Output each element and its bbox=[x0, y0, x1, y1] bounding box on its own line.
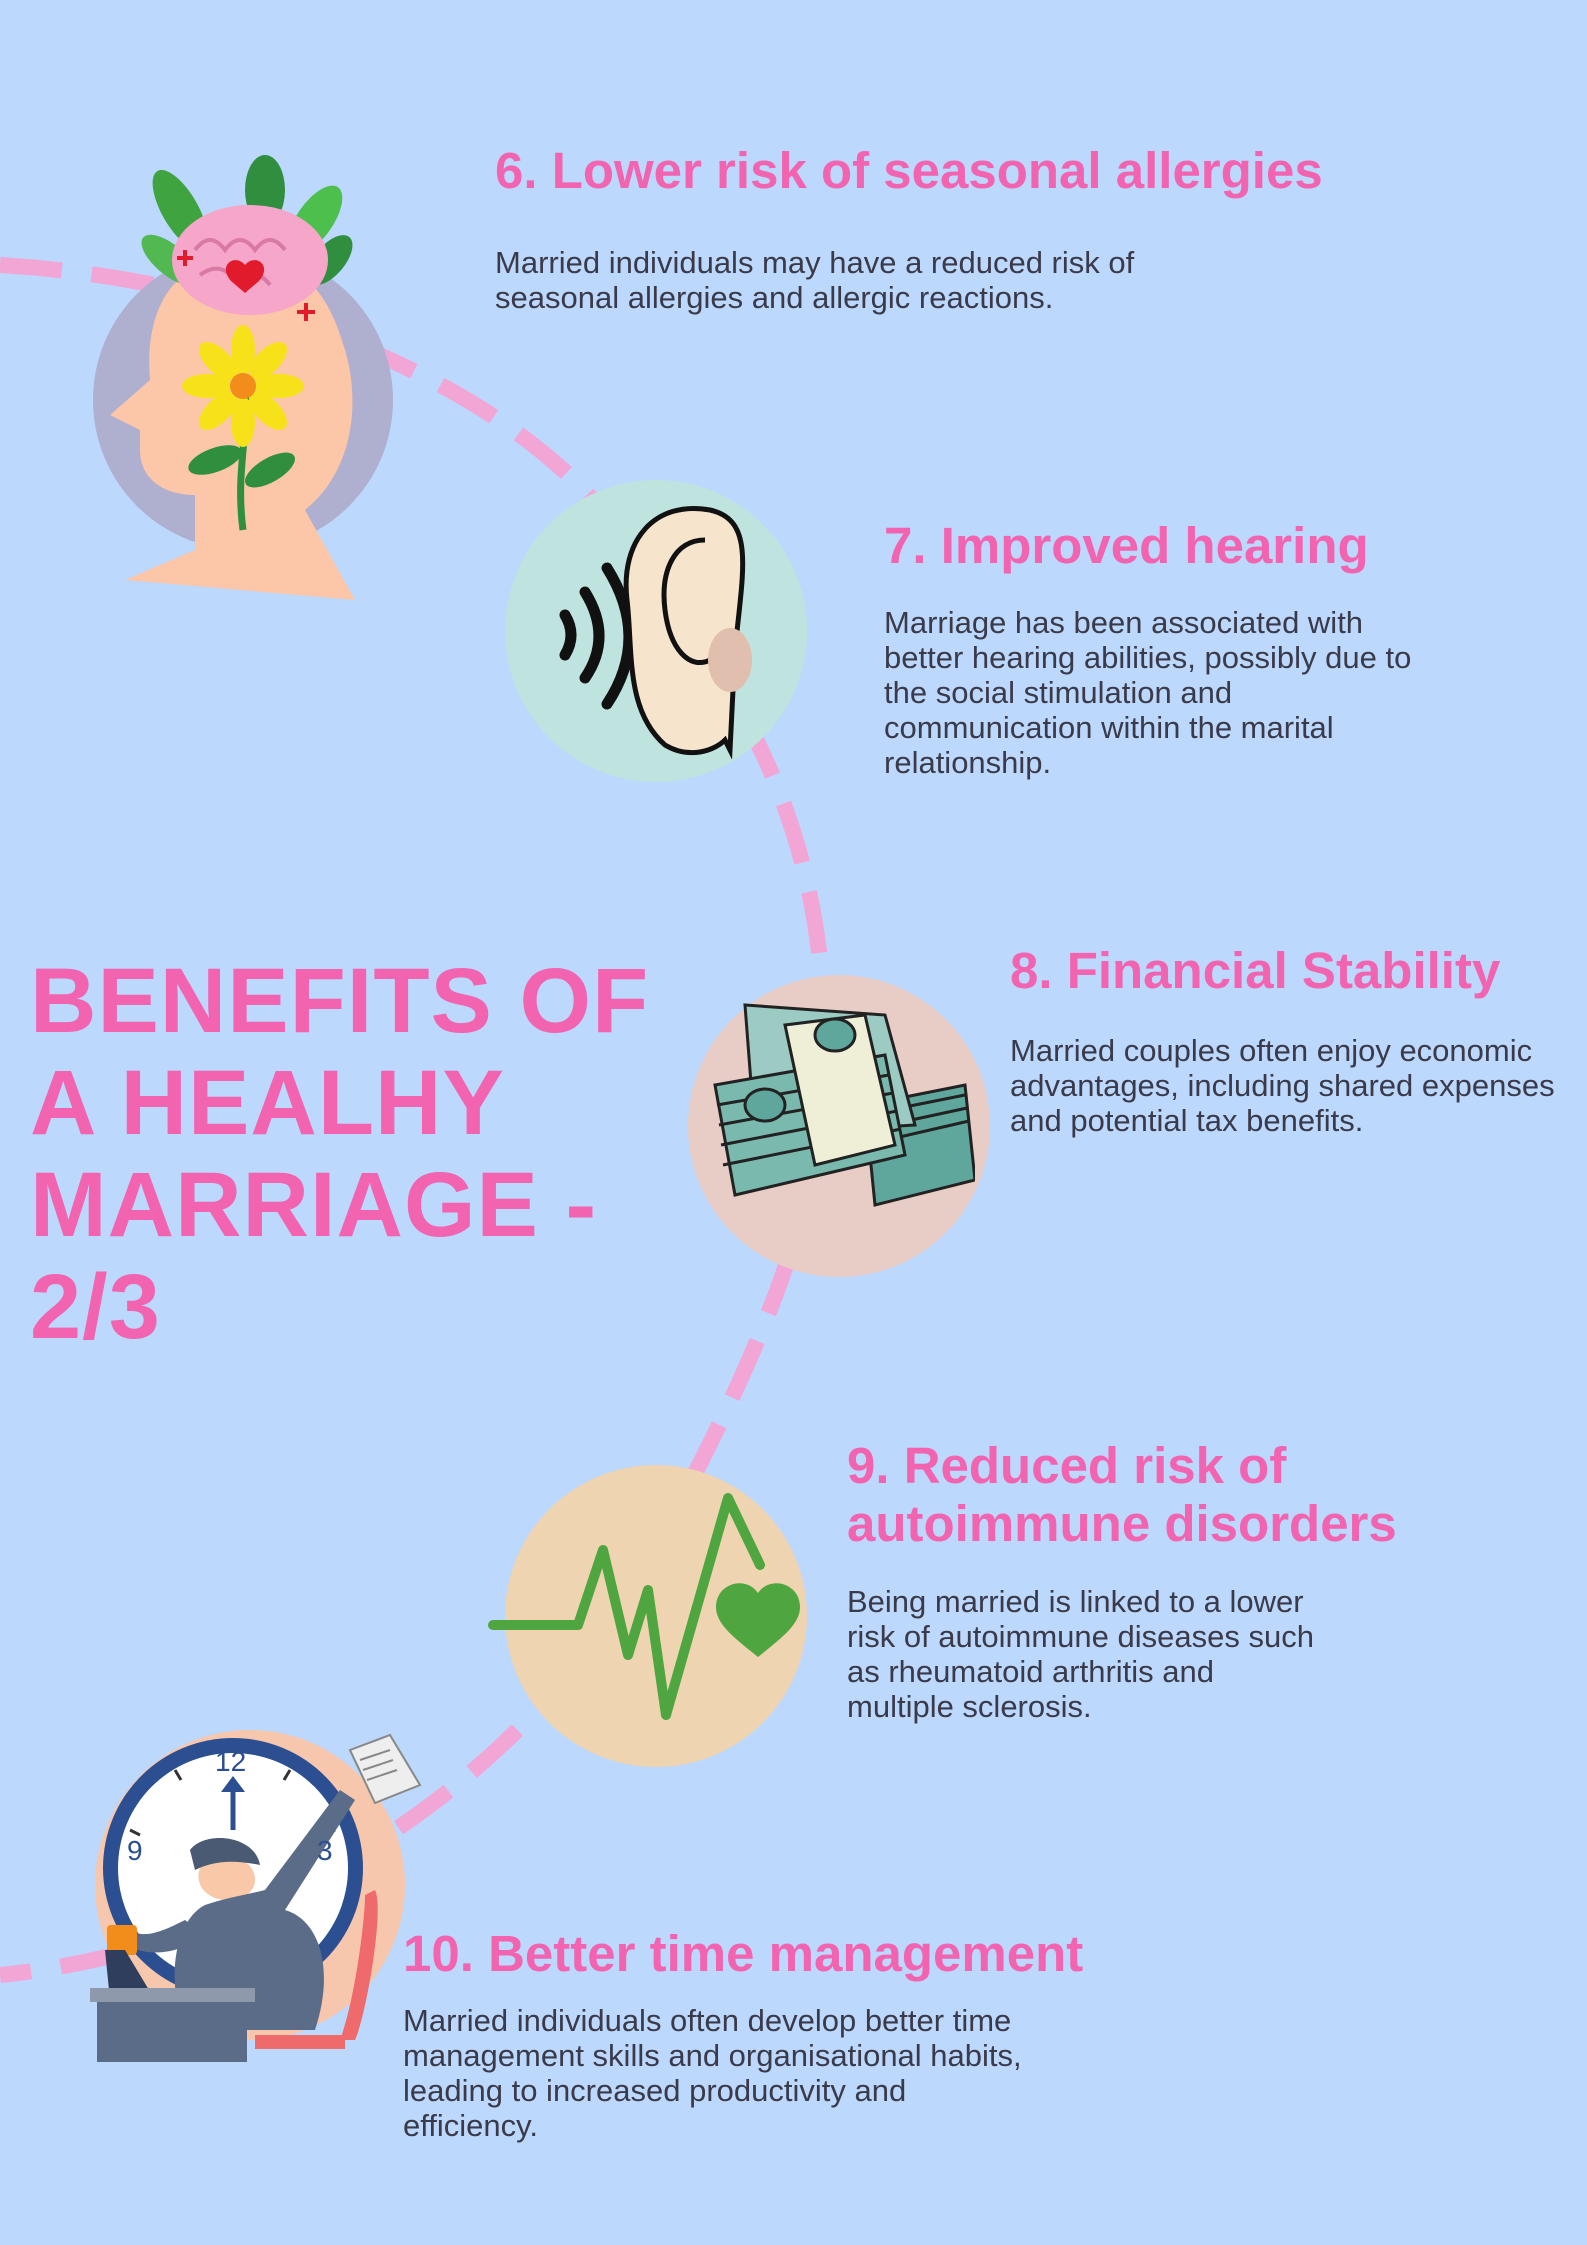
head-brain-flower-icon bbox=[110, 155, 355, 600]
benefit-10-heading: 10. Better time management bbox=[403, 1925, 1084, 1982]
time-management-illustration: 12 9 3 bbox=[85, 1720, 445, 2085]
clock-number-12: 12 bbox=[215, 1746, 247, 1777]
benefit-6-heading: 6. Lower risk of seasonal allergies bbox=[495, 142, 1323, 199]
benefit-8-heading: 8. Financial Stability bbox=[1010, 942, 1501, 999]
benefit-8-body: Married couples often enjoy economic adv… bbox=[1010, 1033, 1555, 1138]
clock-number-9: 9 bbox=[127, 1835, 143, 1866]
money-stack-icon bbox=[713, 1003, 975, 1207]
benefit-9-heading: 9. Reduced risk of autoimmune disorders bbox=[847, 1437, 1397, 1552]
allergy-illustration bbox=[85, 150, 415, 610]
page-title: BENEFITS OF A HEALHY MARRIAGE - 2/3 bbox=[30, 950, 650, 1358]
benefit-7-heading: 7. Improved hearing bbox=[884, 517, 1369, 574]
benefit-6-body: Married individuals may have a reduced r… bbox=[495, 245, 1135, 315]
heartbeat-icon bbox=[488, 1493, 800, 1720]
benefit-9-body: Being married is linked to a lower risk … bbox=[847, 1584, 1314, 1724]
ear-icon bbox=[559, 506, 752, 760]
clock-number-3: 3 bbox=[317, 1835, 333, 1866]
benefit-7-body: Marriage has been associated with better… bbox=[884, 605, 1412, 780]
benefit-10-body: Married individuals often develop better… bbox=[403, 2003, 1022, 2143]
busy-worker-clock-icon bbox=[90, 1733, 422, 2062]
